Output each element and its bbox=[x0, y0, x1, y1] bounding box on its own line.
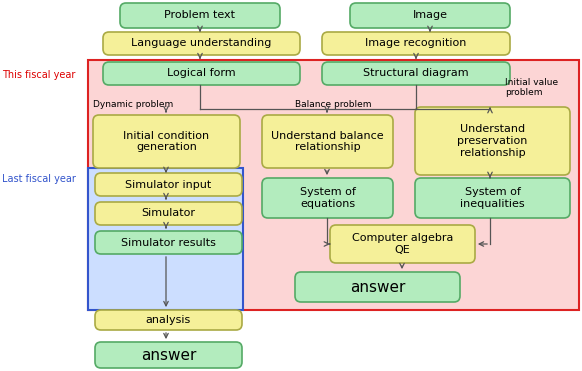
Text: Understand
preservation
relationship: Understand preservation relationship bbox=[457, 124, 528, 158]
Text: This fiscal year: This fiscal year bbox=[2, 70, 76, 80]
Text: Image: Image bbox=[413, 10, 448, 20]
FancyBboxPatch shape bbox=[322, 32, 510, 55]
Text: Dynamic problem: Dynamic problem bbox=[93, 100, 173, 109]
Text: answer: answer bbox=[141, 348, 196, 362]
Text: Problem text: Problem text bbox=[165, 10, 236, 20]
Text: analysis: analysis bbox=[146, 315, 191, 325]
FancyBboxPatch shape bbox=[95, 173, 242, 196]
Text: Language understanding: Language understanding bbox=[132, 39, 272, 49]
FancyBboxPatch shape bbox=[95, 310, 242, 330]
Text: Last fiscal year: Last fiscal year bbox=[2, 174, 76, 184]
Text: Simulator: Simulator bbox=[141, 209, 196, 219]
FancyBboxPatch shape bbox=[120, 3, 280, 28]
Text: Structural diagram: Structural diagram bbox=[363, 69, 469, 79]
FancyBboxPatch shape bbox=[322, 62, 510, 85]
FancyBboxPatch shape bbox=[88, 60, 579, 310]
Text: Logical form: Logical form bbox=[167, 69, 236, 79]
Text: Initial value
problem: Initial value problem bbox=[505, 78, 558, 97]
Text: Initial condition
generation: Initial condition generation bbox=[123, 131, 210, 152]
FancyBboxPatch shape bbox=[103, 62, 300, 85]
FancyBboxPatch shape bbox=[350, 3, 510, 28]
Text: Computer algebra
QE: Computer algebra QE bbox=[352, 233, 453, 255]
FancyBboxPatch shape bbox=[103, 32, 300, 55]
FancyBboxPatch shape bbox=[262, 178, 393, 218]
FancyBboxPatch shape bbox=[295, 272, 460, 302]
Text: Balance problem: Balance problem bbox=[295, 100, 371, 109]
FancyBboxPatch shape bbox=[95, 202, 242, 225]
FancyBboxPatch shape bbox=[95, 231, 242, 254]
FancyBboxPatch shape bbox=[415, 107, 570, 175]
FancyBboxPatch shape bbox=[93, 115, 240, 168]
Text: System of
inequalities: System of inequalities bbox=[460, 187, 525, 209]
Text: Simulator input: Simulator input bbox=[125, 180, 212, 190]
Text: Simulator results: Simulator results bbox=[121, 237, 216, 247]
FancyBboxPatch shape bbox=[95, 342, 242, 368]
FancyBboxPatch shape bbox=[262, 115, 393, 168]
Text: Understand balance
relationship: Understand balance relationship bbox=[271, 131, 384, 152]
Text: System of
equations: System of equations bbox=[300, 187, 356, 209]
Text: Image recognition: Image recognition bbox=[365, 39, 467, 49]
FancyBboxPatch shape bbox=[415, 178, 570, 218]
Text: answer: answer bbox=[350, 279, 405, 295]
FancyBboxPatch shape bbox=[330, 225, 475, 263]
FancyBboxPatch shape bbox=[88, 168, 243, 310]
